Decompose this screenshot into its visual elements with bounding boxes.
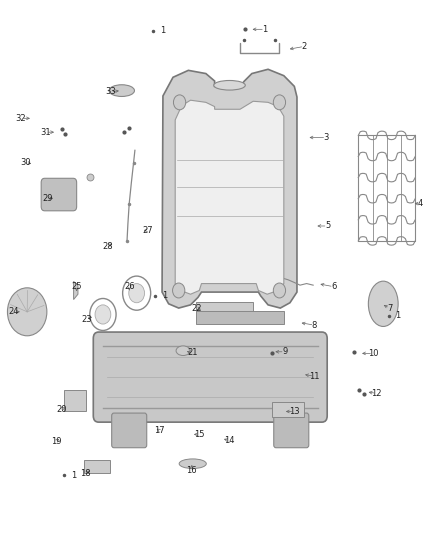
Bar: [84, 460, 110, 473]
Text: 19: 19: [51, 437, 61, 446]
Bar: [358, 135, 415, 241]
Bar: [272, 402, 304, 417]
Ellipse shape: [179, 459, 206, 469]
Text: 7: 7: [387, 304, 392, 312]
Text: 23: 23: [81, 316, 92, 324]
Bar: [196, 311, 284, 324]
Text: 13: 13: [289, 407, 300, 416]
Text: 3: 3: [324, 133, 329, 142]
Text: 32: 32: [16, 114, 26, 123]
Circle shape: [129, 284, 145, 303]
Text: 1: 1: [71, 471, 77, 480]
Text: 29: 29: [42, 194, 53, 203]
Text: 22: 22: [191, 304, 201, 312]
Circle shape: [273, 283, 286, 298]
Text: 14: 14: [224, 437, 235, 445]
Text: 10: 10: [368, 349, 378, 358]
Text: 1: 1: [396, 311, 401, 320]
Text: 31: 31: [41, 128, 51, 136]
Text: 20: 20: [56, 405, 67, 414]
Text: 25: 25: [71, 282, 82, 291]
Text: 17: 17: [155, 426, 165, 435]
FancyBboxPatch shape: [112, 413, 147, 448]
Ellipse shape: [176, 346, 190, 356]
FancyBboxPatch shape: [41, 178, 77, 211]
Text: 12: 12: [371, 389, 382, 398]
Ellipse shape: [7, 288, 47, 336]
Polygon shape: [74, 281, 78, 300]
Text: 18: 18: [81, 469, 91, 478]
Text: 5: 5: [325, 222, 330, 230]
Text: 16: 16: [187, 466, 197, 474]
Text: 33: 33: [105, 87, 116, 96]
Ellipse shape: [214, 80, 245, 90]
FancyBboxPatch shape: [93, 332, 327, 422]
Text: 8: 8: [312, 321, 317, 329]
Bar: [64, 390, 86, 411]
Text: 6: 6: [331, 282, 336, 291]
Text: 2: 2: [302, 42, 307, 51]
Circle shape: [173, 283, 185, 298]
Ellipse shape: [368, 281, 398, 326]
Text: 15: 15: [194, 430, 205, 439]
Text: 24: 24: [9, 308, 19, 316]
Text: 26: 26: [124, 282, 134, 291]
Text: 1: 1: [160, 27, 166, 35]
Text: 1: 1: [262, 25, 268, 34]
Circle shape: [95, 305, 111, 324]
Polygon shape: [175, 100, 284, 294]
Text: 28: 28: [102, 242, 113, 251]
Text: 27: 27: [143, 226, 153, 235]
Text: 4: 4: [418, 199, 423, 208]
Text: 11: 11: [309, 372, 320, 381]
Text: 1: 1: [162, 292, 167, 300]
Text: 21: 21: [187, 349, 198, 357]
Text: 30: 30: [20, 158, 31, 167]
Text: 9: 9: [282, 348, 287, 356]
Bar: [196, 302, 253, 312]
Circle shape: [273, 95, 286, 110]
Polygon shape: [162, 69, 297, 308]
FancyBboxPatch shape: [274, 413, 309, 448]
Ellipse shape: [109, 85, 134, 96]
Circle shape: [173, 95, 186, 110]
